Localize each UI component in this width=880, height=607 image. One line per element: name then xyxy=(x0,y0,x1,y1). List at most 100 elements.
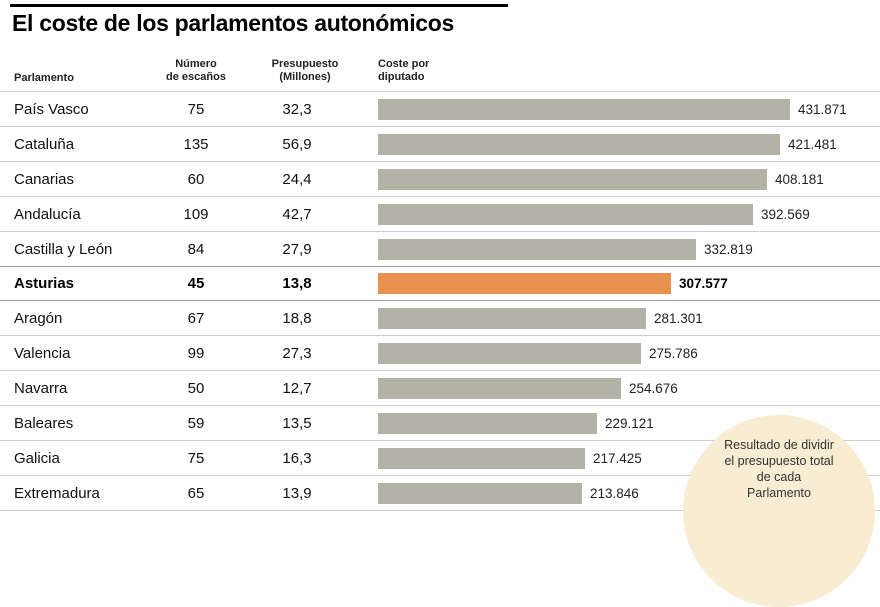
table-row: Valencia 99 27,3 275.786 xyxy=(0,336,880,371)
col-header-budget: Presupuesto (Millones) xyxy=(240,58,370,84)
table-row: Castilla y León 84 27,9 332.819 xyxy=(0,232,880,267)
budget-value: 12,7 xyxy=(282,379,312,397)
table-row: Baleares 59 13,5 229.121 xyxy=(0,406,880,441)
cost-bar-wrap: 254.676 xyxy=(378,377,880,399)
parliament-name: País Vasco xyxy=(14,100,89,118)
col-header-cost-line2: diputado xyxy=(378,71,425,83)
seats-value: 59 xyxy=(187,414,205,432)
table-row: Andalucía 109 42,7 392.569 xyxy=(0,197,880,232)
cost-bar-wrap: 229.121 xyxy=(378,412,880,434)
cost-value: 281.301 xyxy=(654,310,703,326)
cost-bar xyxy=(378,273,671,294)
table-row: Cataluña 135 56,9 421.481 xyxy=(0,127,880,162)
rows: País Vasco 75 32,3 431.871 Cataluña 135 … xyxy=(0,91,880,511)
budget-value: 13,8 xyxy=(282,275,312,292)
cost-bar xyxy=(378,307,646,329)
cost-value: 213.846 xyxy=(590,485,639,501)
cost-bar-wrap: 392.569 xyxy=(378,203,880,225)
col-header-parliament: Parlamento xyxy=(14,72,74,84)
seats-value: 99 xyxy=(187,344,205,362)
cost-value: 275.786 xyxy=(649,345,698,361)
cost-value: 421.481 xyxy=(788,136,837,152)
budget-value: 27,9 xyxy=(282,240,312,258)
cost-bar xyxy=(378,342,641,364)
parliament-name: Valencia xyxy=(14,344,71,362)
cost-bar xyxy=(378,482,582,504)
callout-circle: Resultado de dividir el presupuesto tota… xyxy=(683,415,875,607)
budget-value: 13,5 xyxy=(282,414,312,432)
budget-value: 24,4 xyxy=(282,170,312,188)
cost-bar xyxy=(378,238,696,260)
cost-value: 229.121 xyxy=(605,415,654,431)
parliament-name: Castilla y León xyxy=(14,240,113,258)
cost-value: 307.577 xyxy=(679,276,728,291)
budget-value: 18,8 xyxy=(282,309,312,327)
parliament-name: Baleares xyxy=(14,414,74,432)
cost-bar xyxy=(378,447,585,469)
cost-bar xyxy=(378,377,621,399)
table-row: Navarra 50 12,7 254.676 xyxy=(0,371,880,406)
col-header-seats-line2: de escaños xyxy=(166,71,226,83)
parliament-name: Asturias xyxy=(14,275,75,292)
col-header-seats-line1: Número xyxy=(175,58,217,70)
chart-title: El coste de los parlamentos autonómicos xyxy=(12,10,455,36)
cost-value: 392.569 xyxy=(761,206,810,222)
seats-value: 75 xyxy=(187,100,205,118)
cost-bar xyxy=(378,98,790,120)
seats-value: 84 xyxy=(187,240,205,258)
parliament-name: Extremadura xyxy=(14,484,100,502)
parliament-name: Galicia xyxy=(14,449,60,467)
cost-bar-wrap: 431.871 xyxy=(378,98,880,120)
budget-value: 42,7 xyxy=(282,205,312,223)
cost-value: 217.425 xyxy=(593,450,642,466)
callout-line1: Resultado de dividir xyxy=(724,438,834,452)
seats-value: 109 xyxy=(183,205,209,223)
col-header-seats: Número de escaños xyxy=(146,58,246,84)
parliament-name: Cataluña xyxy=(14,135,75,153)
seats-value: 67 xyxy=(187,309,205,327)
top-rule xyxy=(10,4,508,7)
seats-value: 50 xyxy=(187,379,205,397)
seats-value: 45 xyxy=(187,275,205,292)
table-row: Canarias 60 24,4 408.181 xyxy=(0,162,880,197)
cost-bar xyxy=(378,203,753,225)
callout-line4: Parlamento xyxy=(747,486,811,500)
seats-value: 65 xyxy=(187,484,205,502)
cost-bar-wrap: 408.181 xyxy=(378,168,880,190)
cost-value: 408.181 xyxy=(775,171,824,187)
cost-bar xyxy=(378,133,780,155)
cost-bar xyxy=(378,412,597,434)
table-row: País Vasco 75 32,3 431.871 xyxy=(0,92,880,127)
table-row: Asturias 45 13,8 307.577 xyxy=(0,266,880,301)
cost-value: 254.676 xyxy=(629,380,678,396)
parliament-name: Andalucía xyxy=(14,205,81,223)
cost-bar-wrap: 421.481 xyxy=(378,133,880,155)
parliament-name: Canarias xyxy=(14,170,75,188)
col-header-cost-line1: Coste por xyxy=(378,58,430,70)
cost-bar-wrap: 275.786 xyxy=(378,342,880,364)
cost-bar-wrap: 332.819 xyxy=(378,238,880,260)
budget-value: 32,3 xyxy=(282,100,312,118)
seats-value: 75 xyxy=(187,449,205,467)
budget-value: 56,9 xyxy=(282,135,312,153)
budget-value: 27,3 xyxy=(282,344,312,362)
cost-bar-wrap: 307.577 xyxy=(378,273,880,294)
cost-value: 431.871 xyxy=(798,101,847,117)
callout-line2: el presupuesto total xyxy=(724,454,834,468)
cost-bar-wrap: 281.301 xyxy=(378,307,880,329)
table-row: Galicia 75 16,3 217.425 xyxy=(0,441,880,476)
cost-bar-wrap: 217.425 xyxy=(378,447,880,469)
budget-value: 16,3 xyxy=(282,449,312,467)
cost-value: 332.819 xyxy=(704,241,753,257)
table-row: Aragón 67 18,8 281.301 xyxy=(0,301,880,336)
parliament-name: Navarra xyxy=(14,379,68,397)
col-header-budget-line2: (Millones) xyxy=(279,71,331,83)
seats-value: 135 xyxy=(183,135,209,153)
parliament-name: Aragón xyxy=(14,309,63,327)
col-header-cost: Coste por diputado xyxy=(378,58,429,84)
col-header-budget-line1: Presupuesto xyxy=(271,58,339,70)
budget-value: 13,9 xyxy=(282,484,312,502)
callout-line3: de cada xyxy=(756,470,802,484)
cost-bar xyxy=(378,168,767,190)
seats-value: 60 xyxy=(187,170,205,188)
